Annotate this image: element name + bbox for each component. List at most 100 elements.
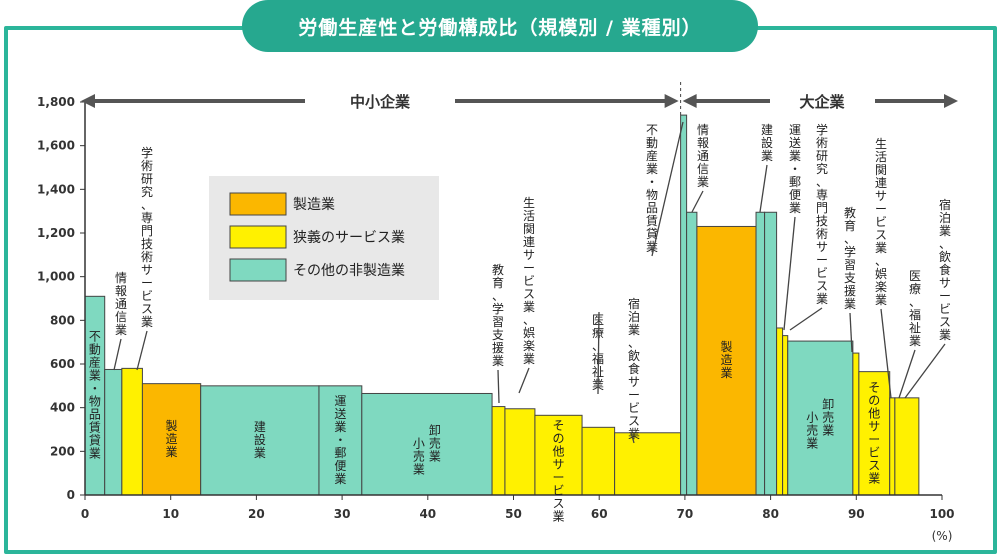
bar-18: [782, 335, 789, 496]
bar-label-7: 教育、学習支援業: [492, 262, 504, 368]
bar-label-leader-23: [898, 349, 916, 399]
bar-label-leader-2: [136, 330, 148, 371]
bar-label-1: 情報通信業: [115, 271, 127, 337]
bar-label-6-b: 小売業: [413, 437, 425, 477]
bar-label-12: 不動産業・物品賃貸業: [646, 123, 658, 254]
bar-label-leader-13: [691, 190, 704, 213]
bar-13: [686, 211, 698, 496]
bar-label-3: 製造業: [166, 419, 178, 459]
x-tick-label: 10: [162, 507, 179, 521]
y-tick-label: 800: [50, 313, 75, 327]
bar-7: [491, 406, 506, 496]
bar-label-15: 建設業: [761, 123, 773, 163]
bar-19: [787, 340, 854, 496]
bar-label-leader-15: [759, 164, 768, 213]
region-label-large: 大企業: [799, 93, 845, 111]
bar-label-14: 製造業: [720, 340, 732, 380]
x-tick-label: 90: [848, 507, 865, 521]
bar-2: [121, 367, 143, 496]
y-tick-label: 0: [67, 488, 75, 502]
y-tick-label: 1,200: [37, 226, 75, 240]
x-tick-label: 60: [591, 507, 608, 521]
bar-label-leader-11: [630, 431, 635, 444]
bar-label-23: 医療、福祉業: [909, 269, 921, 348]
bar-20: [852, 352, 860, 496]
legend-swatch-other_non_mfg: [229, 258, 287, 282]
legend-label-manufacturing: 製造業: [293, 197, 335, 213]
bar-label-11: 宿泊業、飲食サービス業: [628, 296, 640, 441]
bar-label-16: 運送業・郵便業: [789, 123, 801, 215]
bar-23: [894, 397, 920, 496]
bar-label-leader-7: [497, 369, 500, 404]
y-tick-label: 1,000: [37, 270, 75, 284]
bar-label-leader-8: [518, 367, 530, 394]
bar-label-2: 学術研究、専門技術サービス業: [141, 145, 153, 329]
bar-17: [776, 327, 784, 496]
bar-16: [764, 211, 778, 496]
bar-label-22: 生活関連サービス業、娯楽業: [875, 137, 887, 307]
y-tick-label: 1,800: [37, 95, 75, 109]
bar-label-13: 情報通信業: [697, 123, 709, 189]
bar-label-0: 不動産業・物品賃貸業: [89, 330, 101, 461]
bar-label-20: 教育、学習支援業: [844, 205, 856, 311]
bar-10: [581, 426, 616, 496]
bar-15: [755, 211, 766, 496]
x-tick-label: 50: [505, 507, 522, 521]
sme-arrowhead-right: [664, 94, 679, 108]
bar-1: [104, 368, 123, 496]
axes-layer: 0 200 400 600 800 1,000 1,200 1,400 1,600 1,800 0 1…: [37, 95, 955, 543]
bar-label-leader-17: [789, 307, 823, 331]
bar-label-6-a: 卸売業: [429, 423, 441, 464]
y-tick-label: 400: [50, 401, 75, 415]
bar-label-leader-16: [783, 216, 796, 331]
bar-6: [361, 392, 493, 496]
bar-label-9: その他サービス業: [552, 418, 564, 523]
bar-label-leader-22: [880, 308, 892, 399]
bar-21: [858, 371, 891, 496]
bar-label-21: その他サービス業: [868, 380, 880, 485]
bars-layer: [84, 114, 920, 496]
bar-label-5: 運送業・郵便業: [334, 394, 346, 486]
x-axis-unit: (%): [932, 529, 953, 543]
y-tick-label: 1,600: [37, 139, 75, 153]
bar-label-19-b: 小売業: [806, 411, 818, 451]
bar-label-leader-1: [113, 338, 122, 371]
bar-label-24: 宿泊業、飲食サービス業: [939, 197, 951, 342]
legend-label-other_non_mfg: その他の非製造業: [293, 263, 405, 279]
x-tick-label: 100: [929, 507, 954, 521]
bar-label-17: 学術研究、専門技術サービス業: [816, 122, 828, 306]
bar-4: [200, 385, 320, 496]
y-tick-label: 1,400: [37, 182, 75, 196]
x-tick-label: 80: [762, 507, 779, 521]
x-tick-label: 30: [334, 507, 351, 521]
bar-label-leader-12: [651, 121, 684, 257]
bar-5: [318, 385, 363, 496]
bar-8: [504, 408, 536, 496]
large-arrowhead-left: [682, 94, 697, 108]
bar-label-4: 建設業: [254, 420, 266, 460]
bar-label-19-a: 卸売業: [822, 397, 834, 438]
bar-12: [680, 114, 688, 496]
x-tick-label: 20: [248, 507, 265, 521]
legend-swatch-manufacturing: [229, 192, 287, 216]
region-label-sme: 中小企業: [350, 93, 411, 111]
bar-label-8: 生活関連サービス業、娯楽業: [523, 196, 535, 366]
y-tick-label: 200: [50, 444, 75, 458]
x-tick-label: 0: [81, 507, 89, 521]
bar-label-leader-20: [849, 312, 853, 353]
bar-label-leader-10: [597, 311, 600, 395]
bar-22: [889, 397, 896, 496]
chart-title: 労働生産性と労働構成比（規模別 / 業種別）: [242, 0, 758, 52]
bar-labels-layer: 不動産業・物品賃貸業情報通信業学術研究、専門技術サービス業製造業建設業運送業・郵…: [89, 121, 951, 523]
bar-label-leader-24: [904, 343, 946, 399]
x-tick-label: 70: [677, 507, 694, 521]
region-arrows: 中小企業 大企業: [81, 82, 958, 116]
y-tick-label: 600: [50, 357, 75, 371]
bar-11: [614, 432, 682, 496]
bar-14: [696, 225, 757, 496]
x-tick-label: 40: [419, 507, 436, 521]
legend-label-narrow_service: 狭義のサービス業: [293, 229, 405, 246]
bar-3: [141, 383, 202, 496]
